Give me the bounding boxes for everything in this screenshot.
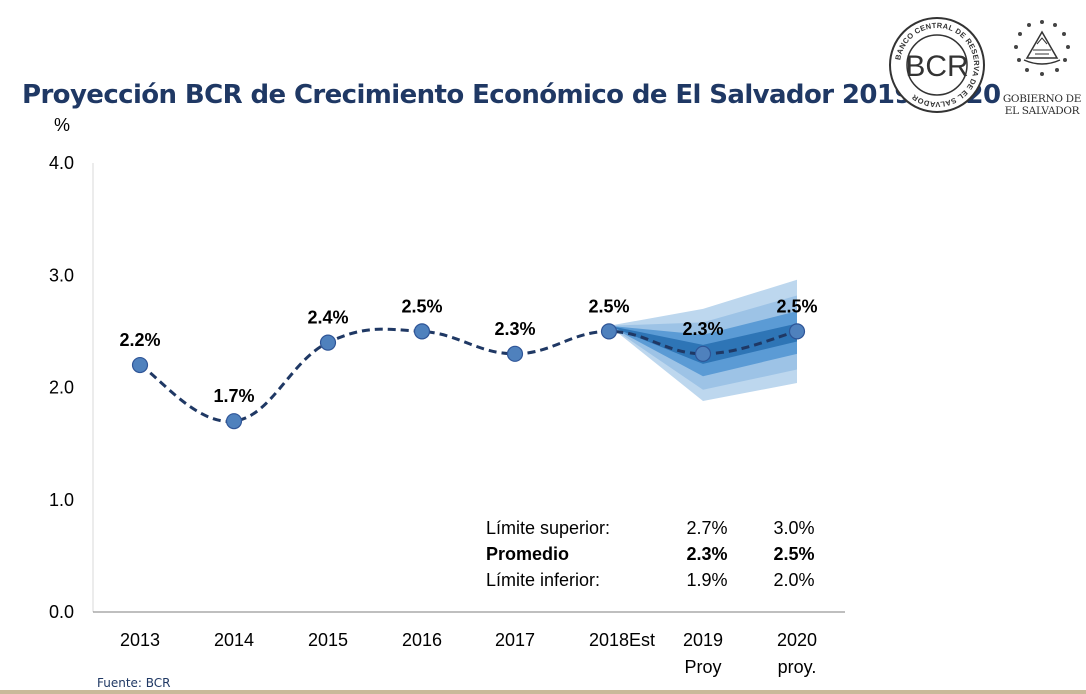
data-point (131, 356, 149, 374)
bcr-logo: BANCO CENTRAL DE RESERVA DE EL SALVADOR … (888, 16, 986, 119)
data-label: 2.3% (494, 319, 535, 339)
data-points (131, 323, 806, 430)
data-label: 2.5% (401, 296, 442, 316)
table-value-2020: 2.0% (773, 570, 814, 590)
source-note: Fuente: BCR (97, 676, 171, 690)
data-labels: 2.2% 1.7% 2.4% 2.5% 2.3% 2.5% 2.3% 2.5% (119, 296, 817, 406)
x-tick-sublabel: proy. (778, 657, 817, 677)
data-point (694, 345, 712, 362)
government-logo: GOBIERNO DE EL SALVADOR (1000, 16, 1084, 117)
table-value-2019: 2.3% (686, 544, 727, 564)
data-label: 2.2% (119, 330, 160, 350)
table-row-label: Promedio (486, 544, 569, 564)
table-value-2019: 1.9% (686, 570, 727, 590)
x-tick-label: 2020 (777, 630, 817, 650)
table-value-2020: 3.0% (773, 518, 814, 538)
government-name-line2: EL SALVADOR (1004, 105, 1080, 117)
x-tick-label: 2017 (495, 630, 535, 650)
y-tick-label: 4.0 (49, 153, 74, 173)
x-tick-labels: 2013 2014 2015 2016 2017 2018 2019 Proy 2020 proy… (120, 630, 817, 677)
x-tick-label: 2013 (120, 630, 160, 650)
data-point (413, 323, 431, 340)
bottom-divider (0, 690, 1086, 694)
y-tick-label: 0.0 (49, 602, 74, 622)
est-label: Est (629, 630, 655, 650)
data-label: 1.7% (213, 386, 254, 406)
x-tick-sublabel: Proy (684, 657, 721, 677)
data-point (319, 334, 337, 351)
y-tick-labels: 0.0 1.0 2.0 3.0 4.0 (49, 153, 74, 622)
data-point (506, 345, 524, 362)
x-tick-label: 2019 (683, 630, 723, 650)
table-value-2020: 2.5% (773, 544, 814, 564)
bcr-initials: BCR (905, 50, 968, 83)
data-label: 2.3% (682, 319, 723, 339)
fan-band (609, 311, 797, 377)
y-axis-unit-label: % (54, 115, 70, 135)
table-value-2019: 2.7% (686, 518, 727, 538)
coat-of-arms-icon (1014, 20, 1070, 76)
data-point (788, 323, 806, 340)
table-row-label: Límite superior: (486, 518, 610, 538)
x-tick-label: 2016 (402, 630, 442, 650)
x-tick-label: 2018 (589, 630, 629, 650)
series-line (139, 327, 798, 423)
x-tick-label: 2015 (308, 630, 348, 650)
y-tick-label: 1.0 (49, 490, 74, 510)
data-point (600, 323, 618, 340)
chart-title: Proyección BCR de Crecimiento Económico … (22, 80, 1001, 110)
y-tick-label: 3.0 (49, 265, 74, 285)
data-point (225, 413, 243, 430)
table-row-label: Límite inferior: (486, 570, 600, 590)
data-label: 2.4% (307, 308, 348, 328)
x-tick-label: 2014 (214, 630, 254, 650)
data-label: 2.5% (776, 296, 817, 316)
government-name-line1: GOBIERNO DE (1002, 93, 1082, 105)
projection-table: Límite superior: 2.7% 3.0% Promedio 2.3% 2.5%… (486, 518, 815, 590)
y-tick-label: 2.0 (49, 378, 74, 398)
data-label: 2.5% (588, 296, 629, 316)
